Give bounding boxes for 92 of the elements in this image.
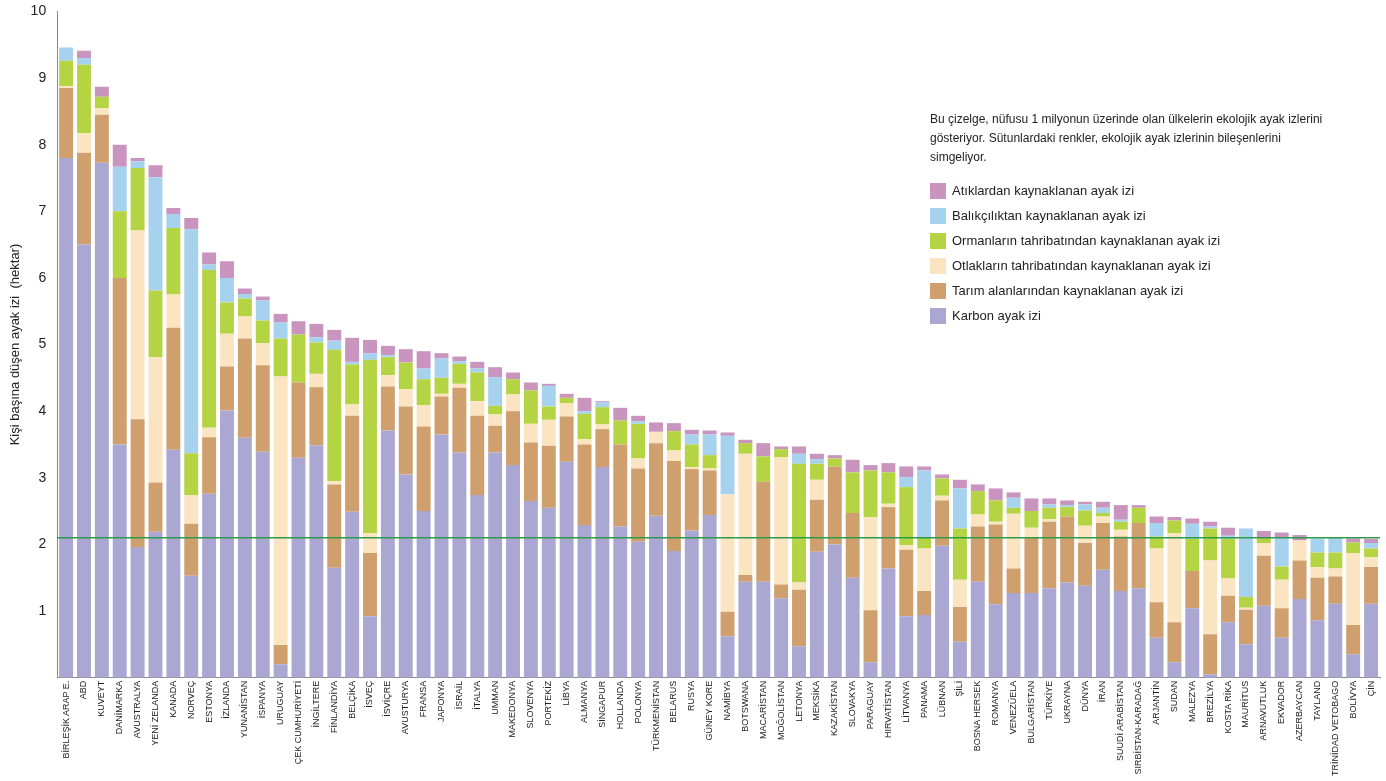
y-tick-label: 9 — [38, 68, 47, 85]
x-tick-label: PORTEKİZ — [543, 680, 554, 726]
x-tick-label: MALEZYA — [1186, 680, 1197, 722]
x-tick-label: KANADA — [167, 680, 178, 718]
x-tick-label: İTALYA — [471, 680, 482, 710]
y-tick-label: 10 — [30, 2, 47, 19]
y-tick-label: 1 — [38, 601, 47, 618]
x-tick-label: SUDAN — [1168, 680, 1179, 713]
y-tick-label: 2 — [38, 535, 47, 552]
legend-label: Tarım alanlarından kaynaklanan ayak izi — [952, 283, 1184, 298]
y-tick-label: 5 — [38, 335, 47, 352]
x-tick-label: İSVİÇRE — [382, 680, 393, 717]
x-tick-label: EKVADOR — [1276, 680, 1287, 724]
x-tick-label: MAURİTUS — [1240, 680, 1251, 728]
x-tick-label: BELARUS — [668, 680, 679, 723]
x-tick-label: ŞİLİ — [954, 680, 965, 697]
x-tick-label: UKRAYNA — [1061, 680, 1072, 724]
x-tick-label: LÜBNAN — [936, 680, 947, 718]
x-tick-label: KAZAKİSTAN — [829, 680, 840, 737]
x-tick-label: MAKEDONYA — [507, 680, 518, 738]
x-tick-label: DÜNYA — [1079, 680, 1090, 712]
x-tick-label: ARJANTİN — [1151, 680, 1162, 725]
legend-label: Atıklardan kaynaklanan ayak izi — [952, 183, 1135, 198]
legend-label: Balıkçılıktan kaynaklanan ayak izi — [952, 208, 1146, 223]
x-tick-label: AVUSTRALYA — [132, 680, 143, 739]
x-tick-label: FRANSA — [418, 680, 429, 718]
x-tick-label: PARAGUAY — [865, 680, 876, 730]
x-tick-label: YENİ ZELANDA — [149, 680, 160, 746]
x-tick-label: DANİMARKA — [114, 680, 125, 735]
x-tick-label: TAYLAND — [1311, 680, 1322, 721]
x-tick-label: POLONYA — [632, 680, 643, 724]
legend-label: Karbon ayak izi — [952, 308, 1041, 323]
y-tick-label: 6 — [38, 268, 47, 285]
x-tick-label: BELÇİKA — [346, 680, 357, 719]
x-tick-label: BİRLEŞİK ARAP E. — [60, 680, 71, 759]
legend-label: Ormanların tahribatından kaynaklanan ayak izi — [952, 233, 1221, 248]
x-tick-label: TÜRKİYE — [1043, 680, 1054, 720]
x-tick-label: TÜRKMENİSTAN — [650, 680, 661, 751]
x-tick-label: ABD — [78, 680, 89, 700]
x-tick-label: AVUSTURYA — [400, 680, 411, 735]
x-tick-label: HOLLANDA — [614, 680, 625, 730]
x-tick-label: BOLİVYA — [1347, 680, 1358, 719]
x-tick-label: KUVEYT — [96, 680, 107, 717]
x-tick-label: LİBYA — [561, 680, 572, 706]
x-tick-label: BULGARİSTAN — [1025, 680, 1036, 744]
x-tick-label: SLOVAKYA — [847, 680, 858, 728]
x-tick-label: İNGİLTERE — [310, 680, 321, 728]
x-tick-label: VENEZÜELA — [1008, 680, 1019, 735]
x-tick-label: ARNAVUTLUK — [1258, 680, 1269, 741]
x-tick-label: YUNANİSTAN — [239, 680, 250, 738]
x-tick-label: LETONYA — [793, 680, 804, 722]
x-tick-label: İSRAİL — [453, 680, 464, 710]
x-tick-label: İSVEÇ — [364, 680, 375, 708]
y-tick-label: 3 — [38, 468, 47, 485]
x-tick-label: BOSNA HERSEK — [972, 680, 983, 752]
x-tick-label: BREZİLYA — [1204, 680, 1215, 723]
x-tick-label: İZLANDA — [221, 680, 232, 719]
x-tick-label: NORVEÇ — [185, 680, 196, 719]
x-tick-label: PANAMA — [918, 680, 929, 718]
x-tick-label: HIRVATİSTAN — [882, 680, 893, 738]
x-tick-label: ALMANYA — [579, 680, 589, 724]
y-axis-title: Kişi başına düşen ayak izi (hektar) — [7, 243, 23, 446]
x-tick-label: NAMİBYA — [722, 680, 733, 721]
x-tick-label: UMMAN — [489, 680, 500, 715]
x-tick-label: FİNLANDİYA — [328, 680, 339, 733]
x-tick-label: SUUDİ ARABİSTAN — [1115, 680, 1126, 762]
x-tick-label: İRAN — [1097, 680, 1108, 703]
x-tick-label: MEKSİKA — [811, 680, 822, 721]
x-tick-label: JAPONYA — [435, 680, 446, 722]
x-tick-label: AZERBAYCAN — [1294, 680, 1305, 742]
x-tick-label: GÜNEY KORE — [704, 680, 715, 741]
x-tick-label: SIRBİSTAN-KARADAĞ — [1133, 680, 1144, 775]
x-tick-label: ROMANYA — [990, 680, 1001, 726]
x-tick-label: ÇİN — [1365, 680, 1376, 697]
x-tick-label: SLOVENYA — [525, 680, 536, 729]
x-tick-label: KOSTA RİKA — [1222, 680, 1233, 734]
x-tick-label: BOTSWANA — [739, 680, 750, 732]
annotation: Bu çizelge, nüfusu 1 milyonun üzerinde olan ülkelerin ekolojik ayak izlerini gösteriyor. Sütunlardaki renkler, ekolojik ayak izlerinin bileşenlerini simgeliyor. — [930, 111, 1324, 166]
x-tick-label: İSPANYA — [257, 680, 268, 719]
y-tick-label: 7 — [38, 202, 47, 219]
x-tick-label: URUGUAY — [275, 680, 286, 725]
x-tick-label: MACARİSTAN — [757, 680, 768, 739]
x-tick-label: MOĞOLİSTAN — [775, 680, 786, 740]
x-tick-label: LİTVANYA — [900, 680, 911, 723]
x-tick-label: SİNGAPUR — [596, 680, 607, 728]
y-tick-label: 8 — [38, 135, 47, 152]
x-tick-label: RUSYA — [686, 680, 697, 711]
x-tick-label: ÇEK CUMHURİYETİ — [292, 680, 303, 765]
legend-label: Otlakların tahribatından kaynaklanan ayak izi — [952, 258, 1211, 273]
x-tick-label: TRİNİDAD VETOBAGO — [1329, 680, 1340, 777]
x-tick-label: ESTONYA — [203, 680, 214, 723]
y-tick-label: 4 — [38, 402, 47, 419]
